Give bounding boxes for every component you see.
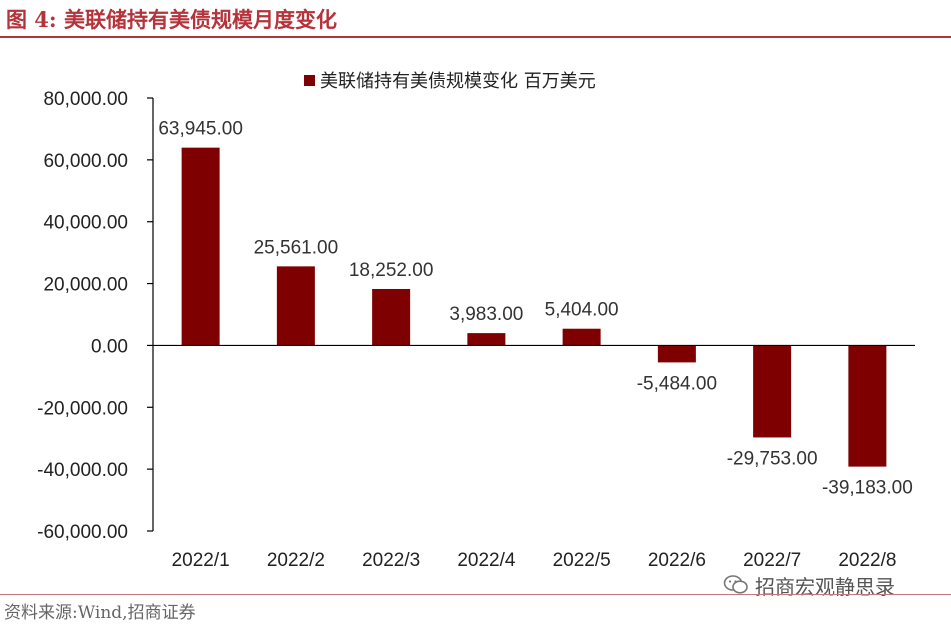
y-tick-label: 40,000.00 bbox=[43, 213, 128, 234]
x-tick-label: 2022/3 bbox=[362, 550, 420, 570]
data-label: 18,252.00 bbox=[349, 260, 434, 281]
bar bbox=[372, 288, 411, 346]
bar bbox=[562, 328, 601, 346]
y-tick-label: -60,000.00 bbox=[37, 522, 128, 543]
bars bbox=[181, 147, 887, 467]
bar bbox=[848, 345, 887, 467]
figure-title: 图 4: 美联储持有美债规模月度变化 bbox=[6, 7, 337, 32]
y-tick-label: 60,000.00 bbox=[43, 151, 128, 172]
title-divider bbox=[0, 36, 951, 38]
wechat-watermark: 招商宏观静思录 bbox=[723, 570, 895, 600]
bar bbox=[467, 333, 506, 346]
y-tick-label: -20,000.00 bbox=[37, 398, 128, 419]
y-tick-label: 20,000.00 bbox=[43, 275, 128, 296]
x-tick-label: 2022/4 bbox=[457, 550, 516, 570]
y-axis-ticks: 80,000.00 60,000.00 40,000.00 20,000.00 0.00… bbox=[37, 89, 153, 543]
y-tick-label: 80,000.00 bbox=[43, 89, 128, 110]
x-tick-label: 2022/6 bbox=[648, 550, 706, 570]
x-axis-ticks: 2022/1 2022/2 2022/3 2022/4 2022/5 2022/6 2022… bbox=[172, 550, 897, 570]
wechat-icon bbox=[723, 575, 748, 594]
data-labels: 63,945.00 25,561.00 18,252.00 3,983.00 5,404… bbox=[158, 119, 912, 499]
bar bbox=[657, 345, 696, 363]
data-label: -5,484.00 bbox=[637, 373, 717, 394]
footer-divider bbox=[0, 594, 951, 595]
data-label: 25,561.00 bbox=[254, 237, 339, 258]
x-tick-label: 2022/7 bbox=[743, 550, 801, 570]
y-tick-label: -40,000.00 bbox=[37, 460, 128, 481]
x-tick-label: 2022/2 bbox=[267, 550, 325, 570]
data-label: 5,404.00 bbox=[545, 300, 619, 321]
y-tick-label: 0.00 bbox=[91, 336, 128, 357]
x-tick-label: 2022/8 bbox=[838, 550, 896, 570]
data-label: -39,183.00 bbox=[822, 478, 913, 499]
data-label: 63,945.00 bbox=[158, 119, 243, 140]
legend: 美联储持有美债规模变化 百万美元 bbox=[304, 71, 596, 92]
data-label: 3,983.00 bbox=[449, 304, 523, 325]
x-tick-label: 2022/5 bbox=[553, 550, 611, 570]
source-note: 资料来源:Wind,招商证券 bbox=[4, 603, 196, 623]
bar bbox=[181, 147, 220, 346]
data-label: -29,753.00 bbox=[727, 448, 818, 469]
bar-chart: 美联储持有美债规模变化 百万美元 80,000.00 60,000.00 40,00… bbox=[37, 71, 915, 570]
x-tick-label: 2022/1 bbox=[172, 550, 230, 570]
legend-label: 美联储持有美债规模变化 百万美元 bbox=[320, 71, 596, 92]
legend-swatch bbox=[304, 75, 315, 86]
bar bbox=[276, 266, 315, 346]
bar bbox=[753, 345, 792, 438]
watermark-text: 招商宏观静思录 bbox=[755, 574, 895, 599]
